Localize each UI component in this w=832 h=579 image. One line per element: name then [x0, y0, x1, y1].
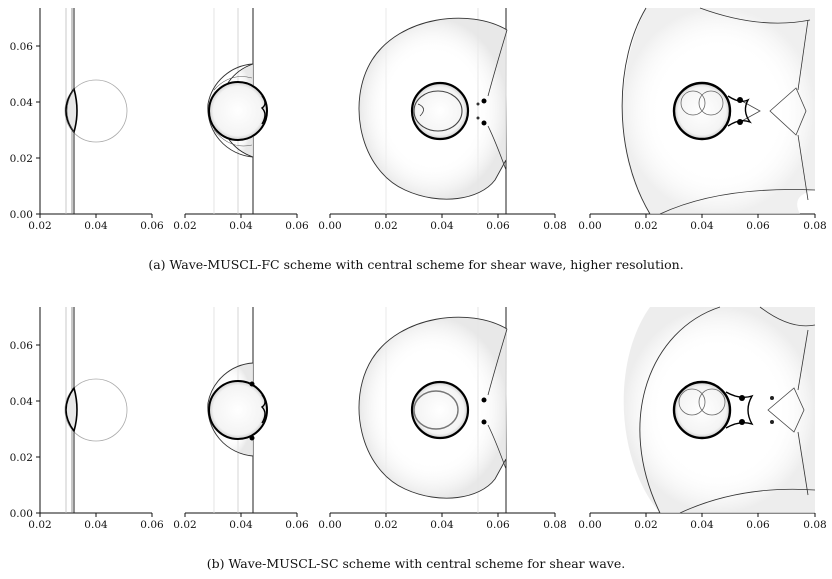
x-ticks-b-p3: 0.00 0.02 0.04 0.06 0.08: [318, 513, 567, 531]
x-tick-label: 0.02: [374, 519, 397, 531]
x-tick-label: 0.00: [578, 220, 601, 232]
x-tick-label: 0.02: [634, 220, 657, 232]
panel-b3-flow: [358, 307, 508, 513]
x-ticks-a-p2: 0.02 0.04 0.06: [173, 214, 309, 232]
x-ticks-a-p4: 0.00 0.02 0.04 0.06 0.08: [578, 214, 827, 232]
x-tick-label: 0.06: [285, 220, 309, 232]
x-tick-label: 0.06: [486, 220, 510, 232]
x-tick-label: 0.00: [318, 220, 341, 232]
x-tick-label: 0.02: [173, 519, 196, 531]
y-tick-label: 0.04: [10, 396, 34, 408]
x-tick-label: 0.04: [84, 519, 108, 531]
x-ticks-a-p3: 0.00 0.02 0.04 0.06 0.08: [318, 214, 567, 232]
y-tick-label: 0.00: [10, 209, 33, 221]
x-tick-label: 0.06: [746, 220, 770, 232]
panel-a4-flow: [621, 7, 816, 215]
x-tick-label: 0.04: [229, 220, 253, 232]
panel-b1-flow: [64, 307, 128, 513]
x-tick-label: 0.02: [634, 519, 657, 531]
x-tick-label: 0.08: [803, 220, 826, 232]
y-tick-label: 0.04: [10, 97, 34, 109]
y-ticks-b: 0.00 0.02 0.04 0.06: [10, 340, 40, 520]
x-ticks-b-p2: 0.02 0.04 0.06: [173, 513, 309, 531]
y-tick-label: 0.02: [10, 153, 33, 165]
y-tick-label: 0.06: [10, 340, 34, 352]
x-tick-label: 0.08: [543, 220, 566, 232]
y-tick-label: 0.00: [10, 508, 33, 520]
x-tick-label: 0.06: [486, 519, 510, 531]
row-b: 0.00 0.02 0.04 0.06 0.02 0.04 0.06 0.02 …: [10, 306, 827, 531]
y-ticks-a: 0.00 0.02 0.04 0.06: [10, 41, 40, 221]
x-tick-label: 0.04: [430, 519, 454, 531]
panel-a1-flow: [64, 8, 128, 214]
x-tick-label: 0.04: [84, 220, 108, 232]
panel-a2-flow: [207, 8, 268, 214]
x-ticks-a-p1: 0.02 0.04 0.06: [28, 214, 164, 232]
x-tick-label: 0.06: [285, 519, 309, 531]
caption-a: (a) Wave-MUSCL-FC scheme with central sc…: [148, 257, 684, 272]
y-tick-label: 0.02: [10, 452, 33, 464]
x-tick-label: 0.04: [690, 519, 714, 531]
x-tick-label: 0.04: [690, 220, 714, 232]
x-tick-label: 0.08: [803, 519, 826, 531]
x-tick-label: 0.02: [28, 519, 51, 531]
x-tick-label: 0.06: [140, 519, 164, 531]
x-ticks-b-p1: 0.02 0.04 0.06: [28, 513, 164, 531]
x-tick-label: 0.00: [578, 519, 601, 531]
x-tick-label: 0.02: [374, 220, 397, 232]
panel-a3-flow: [358, 8, 508, 214]
y-tick-label: 0.06: [10, 41, 34, 53]
x-tick-label: 0.04: [430, 220, 454, 232]
x-tick-label: 0.02: [173, 220, 196, 232]
x-tick-label: 0.02: [28, 220, 51, 232]
x-tick-label: 0.04: [229, 519, 253, 531]
x-tick-label: 0.06: [140, 220, 164, 232]
caption-b: (b) Wave-MUSCL-SC scheme with central sc…: [206, 556, 626, 571]
x-tick-label: 0.00: [318, 519, 341, 531]
x-tick-label: 0.08: [543, 519, 566, 531]
row-a: 0.00 0.02 0.04 0.06 0.02 0.04 0.06 0.02 …: [10, 7, 827, 232]
x-tick-label: 0.06: [746, 519, 770, 531]
panel-b2-flow: [207, 307, 268, 513]
panel-b4-flow: [623, 306, 816, 514]
x-ticks-b-p4: 0.00 0.02 0.04 0.06 0.08: [578, 513, 827, 531]
